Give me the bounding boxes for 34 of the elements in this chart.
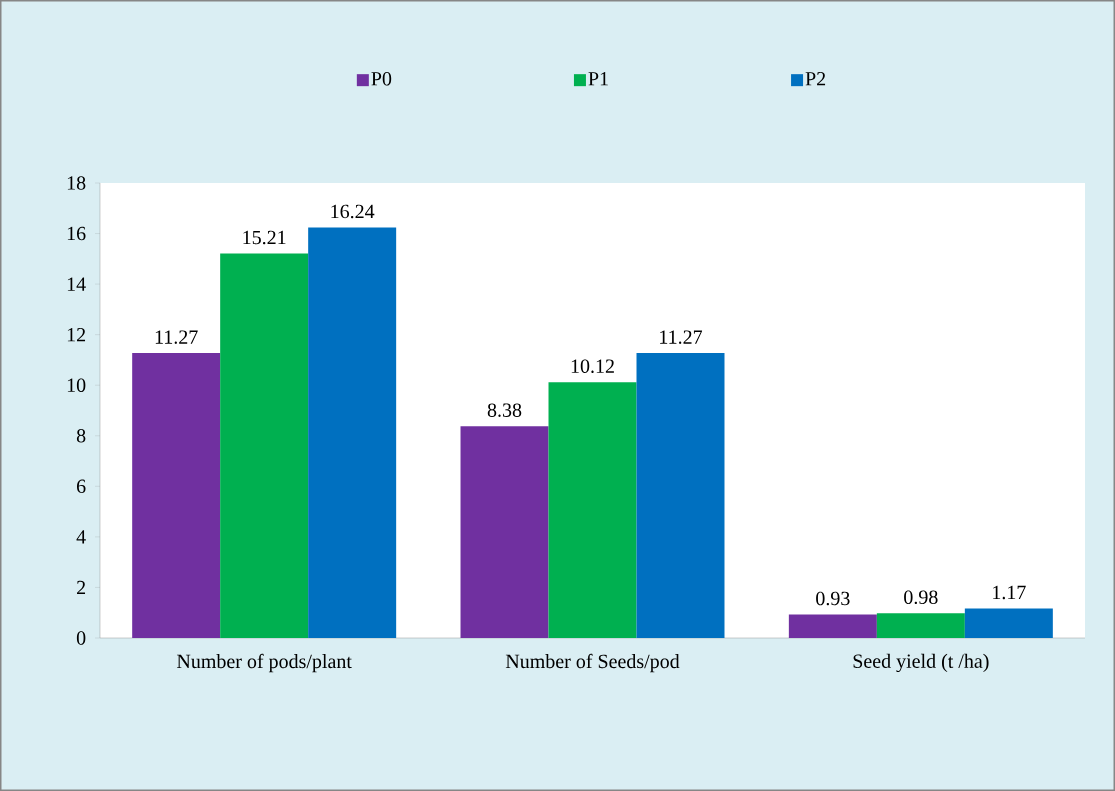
bar [308, 227, 397, 638]
legend-label: P1 [588, 72, 608, 86]
bar [548, 382, 637, 638]
data-label: 0.98 [904, 590, 938, 605]
x-tick-label: Number of Seeds/pod [505, 653, 680, 673]
y-tick-label: 16 [67, 226, 86, 241]
y-tick-label: 0 [76, 631, 86, 645]
bar [788, 614, 877, 638]
y-tick-label: 8 [76, 429, 86, 443]
y-tick-label: 2 [77, 580, 86, 595]
data-label: 0.93 [816, 591, 850, 606]
bar [220, 253, 309, 638]
data-label: 1.17 [993, 585, 1026, 600]
x-tick-label: Seed yield (t /ha) [853, 653, 989, 673]
y-tick-label: 10 [67, 378, 86, 392]
legend-label: P2 [805, 72, 826, 86]
data-label: 8.38 [487, 403, 522, 417]
y-tick-label: 18 [67, 176, 86, 190]
data-label: 11.27 [660, 330, 703, 344]
y-tick-label: 4 [76, 530, 86, 544]
y-tick-label: 6 [76, 479, 86, 494]
y-tick-label: 12 [67, 328, 86, 342]
bar [636, 353, 725, 638]
bar [876, 613, 965, 638]
data-label: 10.12 [571, 359, 614, 373]
data-label: 11.27 [155, 330, 198, 344]
legend-label: P0 [371, 72, 392, 86]
bar [460, 426, 549, 638]
data-label: 15.21 [243, 230, 286, 245]
bar [132, 353, 221, 638]
data-label: 16.24 [331, 204, 375, 219]
bar [964, 608, 1053, 638]
x-tick-label: Number of pods/plant [176, 653, 352, 673]
y-tick-label: 14 [67, 277, 86, 291]
